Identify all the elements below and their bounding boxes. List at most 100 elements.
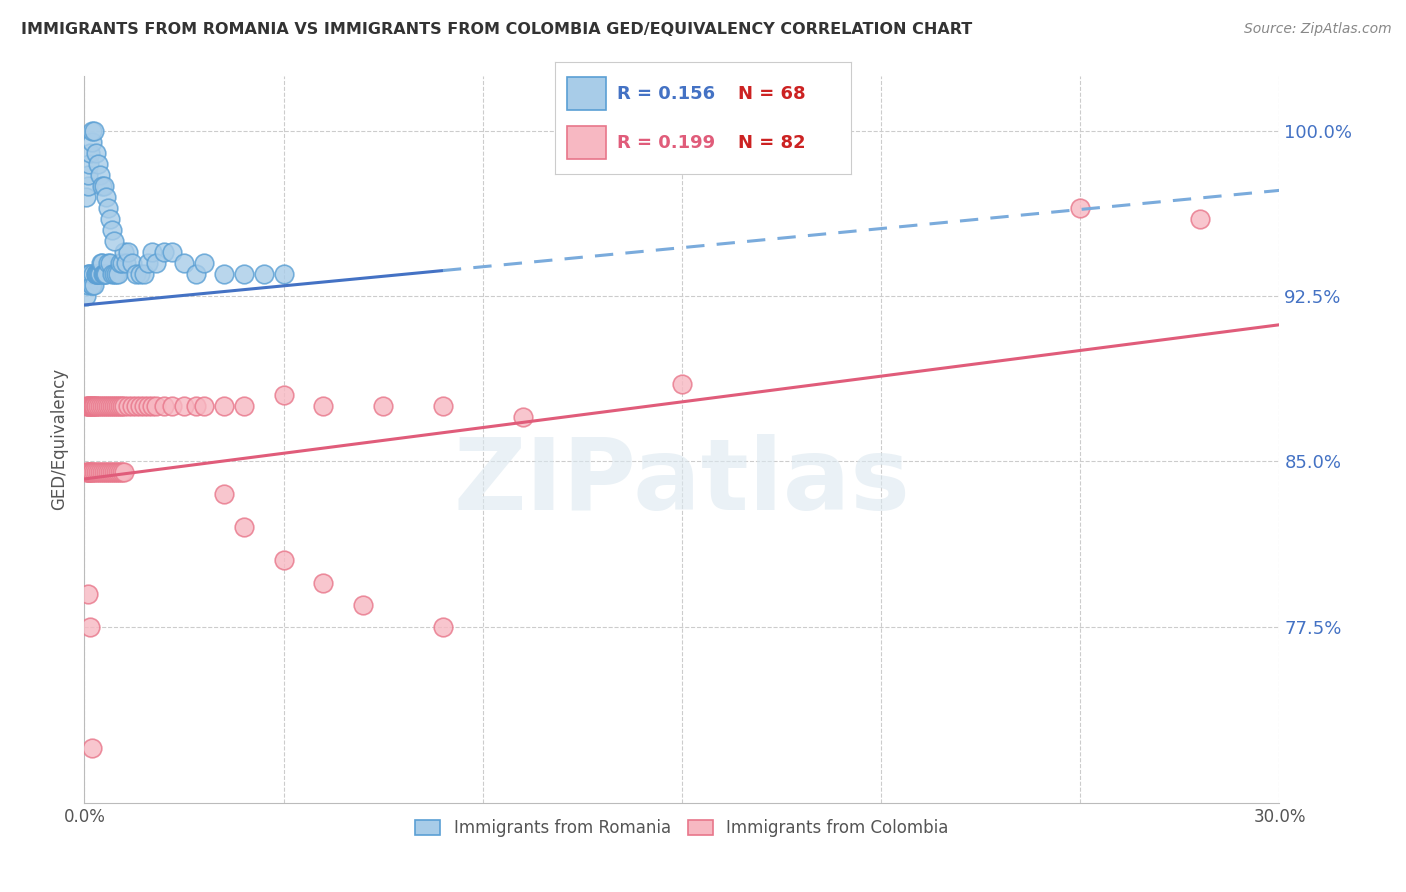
Point bbox=[75, 399, 97, 413]
Point bbox=[129, 399, 152, 413]
Point bbox=[121, 256, 143, 270]
Point bbox=[76, 466, 98, 480]
Point bbox=[90, 256, 112, 270]
Point bbox=[160, 399, 183, 413]
Point bbox=[80, 278, 103, 293]
Point bbox=[79, 399, 101, 413]
Point bbox=[312, 575, 335, 590]
Point bbox=[91, 178, 114, 193]
Point bbox=[101, 223, 124, 237]
Point bbox=[112, 245, 135, 260]
Point bbox=[132, 399, 156, 413]
Point bbox=[86, 267, 108, 281]
Point bbox=[98, 399, 121, 413]
Point bbox=[103, 399, 125, 413]
Point bbox=[82, 399, 104, 413]
Point bbox=[77, 399, 100, 413]
Point bbox=[82, 466, 104, 480]
Point bbox=[82, 278, 104, 293]
Point bbox=[89, 466, 111, 480]
Point bbox=[103, 466, 125, 480]
Point bbox=[101, 466, 124, 480]
Point bbox=[93, 466, 115, 480]
Point bbox=[671, 377, 693, 392]
Point bbox=[96, 466, 118, 480]
Point bbox=[112, 466, 135, 480]
Text: R = 0.199: R = 0.199 bbox=[617, 134, 716, 152]
Point bbox=[352, 598, 374, 612]
Point bbox=[86, 466, 108, 480]
Point bbox=[273, 267, 295, 281]
Point bbox=[75, 190, 97, 204]
Point bbox=[512, 410, 534, 425]
Point bbox=[80, 466, 103, 480]
Point bbox=[153, 245, 176, 260]
Point bbox=[232, 399, 254, 413]
Y-axis label: GED/Equivalency: GED/Equivalency bbox=[51, 368, 69, 510]
Point bbox=[97, 256, 120, 270]
Point bbox=[129, 267, 152, 281]
Point bbox=[82, 399, 104, 413]
Point bbox=[141, 245, 163, 260]
Point bbox=[101, 267, 124, 281]
Point bbox=[173, 256, 195, 270]
Point bbox=[82, 267, 104, 281]
Point bbox=[80, 399, 103, 413]
Point bbox=[89, 267, 111, 281]
Point bbox=[312, 399, 335, 413]
Point bbox=[96, 267, 118, 281]
Point bbox=[105, 267, 128, 281]
Text: N = 82: N = 82 bbox=[738, 134, 806, 152]
Point bbox=[212, 399, 235, 413]
Point bbox=[97, 399, 120, 413]
Text: N = 68: N = 68 bbox=[738, 85, 806, 103]
Point bbox=[112, 399, 135, 413]
Point bbox=[86, 399, 108, 413]
Point bbox=[110, 466, 132, 480]
Point bbox=[76, 399, 98, 413]
Point bbox=[111, 256, 134, 270]
Point bbox=[101, 399, 124, 413]
Point bbox=[107, 466, 129, 480]
Text: R = 0.156: R = 0.156 bbox=[617, 85, 716, 103]
Point bbox=[232, 520, 254, 534]
Point bbox=[91, 466, 114, 480]
Point bbox=[184, 267, 207, 281]
Point bbox=[94, 267, 117, 281]
Point bbox=[125, 399, 148, 413]
Point bbox=[141, 399, 163, 413]
Point bbox=[80, 135, 103, 149]
Point bbox=[87, 399, 110, 413]
Point bbox=[193, 399, 215, 413]
Point bbox=[98, 212, 121, 227]
Point bbox=[111, 399, 134, 413]
Point bbox=[83, 399, 105, 413]
Point bbox=[212, 487, 235, 501]
Point bbox=[105, 466, 128, 480]
Point bbox=[93, 178, 115, 193]
Text: ZIPatlas: ZIPatlas bbox=[454, 434, 910, 532]
Point bbox=[89, 267, 111, 281]
Point bbox=[98, 256, 121, 270]
Point bbox=[76, 178, 98, 193]
Point bbox=[79, 619, 101, 633]
Point bbox=[212, 267, 235, 281]
Point bbox=[110, 256, 132, 270]
Point bbox=[77, 157, 100, 171]
Point bbox=[77, 399, 100, 413]
Point bbox=[173, 399, 195, 413]
FancyBboxPatch shape bbox=[567, 126, 606, 160]
Text: IMMIGRANTS FROM ROMANIA VS IMMIGRANTS FROM COLOMBIA GED/EQUIVALENCY CORRELATION : IMMIGRANTS FROM ROMANIA VS IMMIGRANTS FR… bbox=[21, 22, 973, 37]
Point bbox=[103, 267, 125, 281]
Point bbox=[193, 256, 215, 270]
Point bbox=[1188, 212, 1211, 227]
Point bbox=[82, 740, 104, 755]
Point bbox=[77, 466, 100, 480]
Point bbox=[77, 466, 100, 480]
Point bbox=[84, 399, 107, 413]
Point bbox=[145, 399, 167, 413]
Point bbox=[91, 256, 114, 270]
Point bbox=[87, 466, 110, 480]
Point bbox=[98, 466, 121, 480]
Point bbox=[89, 168, 111, 182]
